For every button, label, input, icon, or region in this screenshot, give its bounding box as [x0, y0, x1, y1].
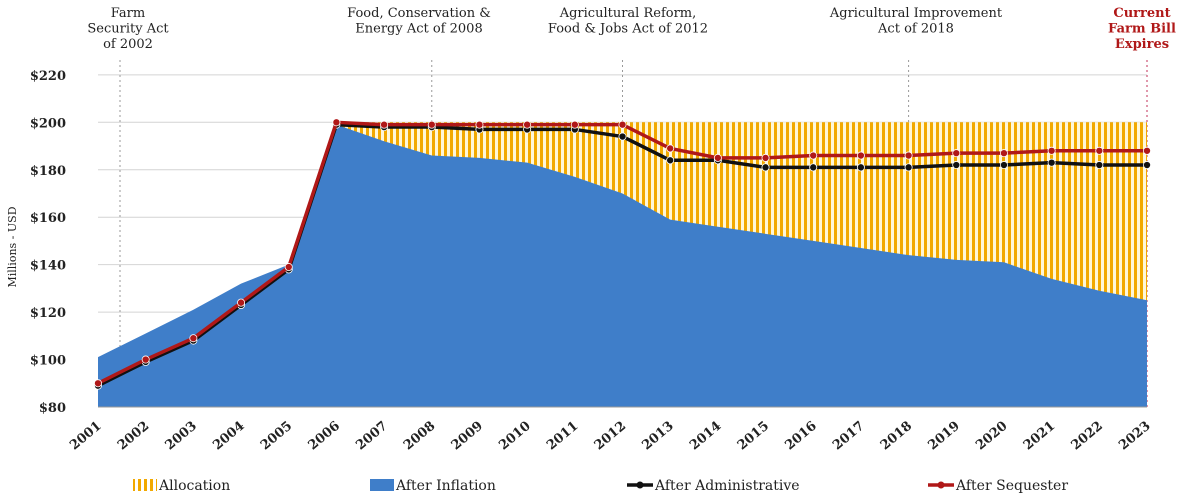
after-sequester-point — [237, 298, 246, 307]
x-tick-label: 2002 — [115, 419, 152, 454]
after-sequester-point — [761, 153, 770, 162]
after-sequester-point — [380, 120, 389, 129]
annotation-text: Food & Jobs Act of 2012 — [548, 22, 708, 37]
x-tick-label: 2013 — [639, 419, 676, 454]
x-tick-label: 2023 — [1116, 419, 1153, 454]
after-sequester-point — [713, 153, 722, 162]
after-administrative-point — [856, 163, 865, 172]
after-sequester-point — [952, 149, 961, 158]
y-tick-label: $120 — [30, 306, 66, 321]
legend-swatch-after-inflation — [370, 479, 394, 491]
annotation-text: Farm Bill — [1108, 22, 1176, 37]
after-administrative-point — [1047, 158, 1056, 167]
x-tick-label: 2003 — [163, 419, 200, 454]
legend-label-after-sequester: After Sequester — [955, 478, 1068, 494]
x-tick-label: 2022 — [1069, 419, 1106, 454]
after-sequester-point — [904, 151, 913, 160]
after-sequester-point — [189, 334, 198, 343]
x-tick-label: 2015 — [735, 419, 772, 454]
after-sequester-point — [1143, 146, 1152, 155]
x-tick-label: 2012 — [592, 419, 629, 454]
y-tick-label: $140 — [30, 259, 66, 274]
x-tick-label: 2017 — [830, 419, 867, 454]
after-sequester-point — [523, 120, 532, 129]
x-tick-label: 2008 — [401, 419, 438, 454]
after-sequester-point — [570, 120, 579, 129]
after-sequester-point — [427, 120, 436, 129]
y-axis-label: Millions - USD — [6, 206, 19, 287]
x-tick-label: 2011 — [544, 419, 581, 454]
x-tick-label: 2010 — [496, 419, 533, 454]
after-sequester-point — [94, 379, 103, 388]
legend-marker-after-administrative — [636, 481, 644, 489]
y-tick-label: $180 — [30, 164, 66, 179]
annotation-text: Expires — [1115, 37, 1169, 52]
after-administrative-point — [999, 161, 1008, 170]
after-administrative-point — [761, 163, 770, 172]
line-series — [94, 118, 1152, 390]
x-tick-label: 2005 — [258, 419, 295, 454]
after-sequester-point — [1047, 146, 1056, 155]
x-tick-label: 2004 — [210, 419, 247, 454]
legend-marker-after-sequester — [937, 481, 945, 489]
y-tick-label: $80 — [39, 401, 66, 416]
after-administrative-point — [809, 163, 818, 172]
x-tick-label: 2021 — [1021, 419, 1058, 454]
after-inflation-area — [98, 124, 1147, 407]
x-tick-label: 2001 — [67, 419, 104, 454]
legend-label-after-administrative: After Administrative — [654, 478, 800, 494]
x-tick-label: 2016 — [782, 419, 819, 454]
after-sequester-point — [475, 120, 484, 129]
y-tick-label: $200 — [30, 116, 66, 131]
after-administrative-point — [1143, 161, 1152, 170]
y-tick-label: $220 — [30, 69, 66, 84]
y-tick-label: $160 — [30, 211, 66, 226]
after-sequester-point — [666, 144, 675, 153]
x-tick-label: 2020 — [973, 419, 1010, 454]
after-sequester-point — [999, 149, 1008, 158]
x-tick-label: 2019 — [925, 419, 962, 454]
x-tick-label: 2014 — [687, 419, 724, 454]
after-administrative-point — [952, 161, 961, 170]
y-axis-ticks: $80 $100 $120 $140 $160 $180 $200 $220 — [30, 69, 66, 416]
after-sequester-point — [856, 151, 865, 160]
after-administrative-point — [666, 156, 675, 165]
annotation-text: Farm — [111, 6, 145, 21]
legend-swatch-allocation — [133, 479, 157, 491]
annotation-text: Agricultural Reform, — [559, 6, 697, 21]
after-sequester-point — [1095, 146, 1104, 155]
after-sequester-point — [809, 151, 818, 160]
y-tick-label: $100 — [30, 354, 66, 369]
after-administrative-point — [618, 132, 627, 141]
after-sequester-point — [141, 355, 150, 364]
annotation-text: Current — [1113, 6, 1170, 21]
x-tick-label: 2018 — [878, 419, 915, 454]
x-tick-label: 2009 — [449, 419, 486, 454]
annotation-text: of 2002 — [103, 37, 153, 52]
after-administrative-point — [1095, 161, 1104, 170]
after-sequester-point — [332, 118, 341, 127]
x-tick-label: 2007 — [353, 419, 390, 454]
legend: Allocation After Inflation After Administr… — [133, 478, 1068, 494]
after-sequester-point — [284, 263, 293, 272]
annotation-text: Agricultural Improvement — [829, 6, 1003, 21]
annotation-text: Security Act — [87, 22, 169, 37]
legend-label-after-inflation: After Inflation — [395, 478, 496, 494]
x-axis-ticks: 2001 2002 2003 2004 2005 2006 2007 2008 2009 2010… — [67, 419, 1153, 454]
legend-label-allocation: Allocation — [158, 478, 230, 494]
annotation-text: Food, Conservation & — [347, 6, 491, 21]
x-tick-label: 2006 — [306, 419, 343, 454]
after-sequester-point — [618, 120, 627, 129]
area-series — [98, 122, 1148, 407]
annotation-text: Act of 2018 — [877, 22, 954, 37]
annotation-text: Energy Act of 2008 — [355, 22, 482, 37]
after-administrative-point — [904, 163, 913, 172]
